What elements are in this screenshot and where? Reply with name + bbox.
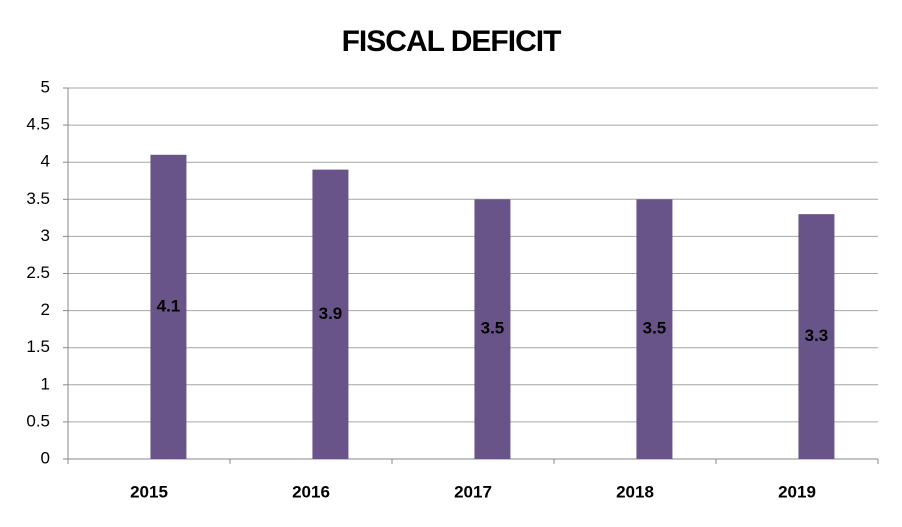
data-label: 3.9 xyxy=(319,304,343,323)
x-tick-label: 2018 xyxy=(616,482,654,501)
y-tick-label: 5 xyxy=(41,77,50,96)
y-tick-label: 0.5 xyxy=(26,411,50,430)
x-tick-label: 2015 xyxy=(130,482,168,501)
y-tick-label: 1 xyxy=(41,374,50,393)
data-label: 3.5 xyxy=(643,319,667,338)
bar xyxy=(150,154,187,459)
chart-title: FISCAL DEFICIT xyxy=(342,25,561,58)
data-label: 3.3 xyxy=(805,326,829,345)
data-label: 4.1 xyxy=(157,296,181,315)
y-tick-label: 1.5 xyxy=(26,337,50,356)
y-tick-label: 2 xyxy=(41,300,50,319)
y-tick-label: 3.5 xyxy=(26,189,50,208)
bar xyxy=(636,199,673,460)
y-tick-label: 4.5 xyxy=(26,115,50,134)
y-tick-label: 3 xyxy=(41,226,50,245)
data-label: 3.5 xyxy=(481,319,505,338)
bar xyxy=(798,214,835,459)
x-tick-label: 2019 xyxy=(778,482,816,501)
y-tick-label: 0 xyxy=(41,448,50,467)
y-tick-label: 4 xyxy=(41,152,50,171)
bar xyxy=(474,199,511,460)
x-tick-label: 2017 xyxy=(454,482,492,501)
y-tick-label: 2.5 xyxy=(26,263,50,282)
bar xyxy=(312,169,349,459)
x-tick-label: 2016 xyxy=(292,482,330,501)
